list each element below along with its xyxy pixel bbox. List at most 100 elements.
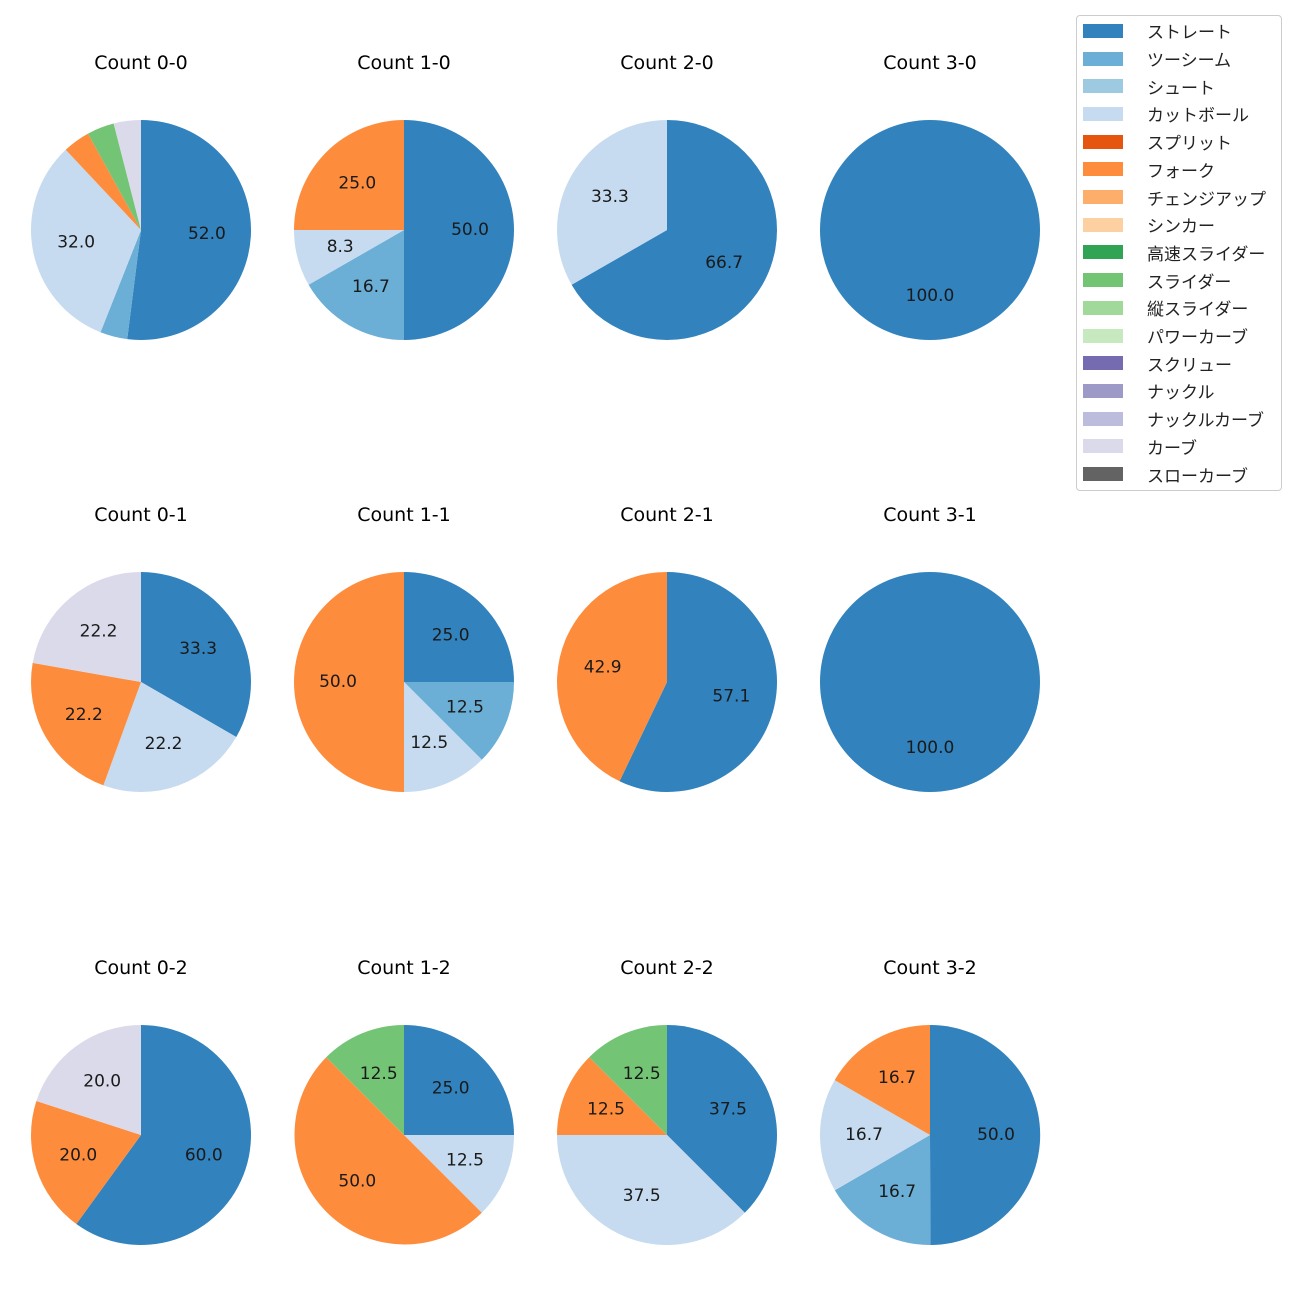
pie-title: Count 3-0 <box>883 52 977 74</box>
legend-swatch <box>1083 162 1123 177</box>
slice-label: 12.5 <box>410 733 448 753</box>
pie-title: Count 2-0 <box>620 52 714 74</box>
pie-2: Count 1-0 50.0 16.7 8.3 25.0 <box>294 52 514 340</box>
pie-slice <box>619 571 778 792</box>
pie-title: Count 1-2 <box>357 957 451 979</box>
slice-label: 12.5 <box>360 1064 398 1084</box>
pie-slice <box>404 572 514 682</box>
legend-swatch <box>1083 190 1123 205</box>
legend-label: カーブ <box>1147 438 1197 459</box>
pie-slice <box>404 682 514 760</box>
pie-title: Count 0-0 <box>94 52 188 74</box>
pie-slice <box>103 682 237 793</box>
pie-9: Count 0-2 60.0 20.0 20.0 <box>30 957 251 1246</box>
pie-slice <box>113 120 141 230</box>
legend-swatch <box>1083 245 1123 260</box>
slice-label: 16.7 <box>878 1068 916 1088</box>
slice-label: 100.0 <box>906 286 955 306</box>
legend-label: ツーシーム <box>1147 51 1232 72</box>
legend-item: パワーカーブ <box>1083 322 1248 350</box>
slice-label: 16.7 <box>845 1125 883 1145</box>
pie-title: Count 3-1 <box>883 504 977 526</box>
legend-swatch <box>1083 51 1123 66</box>
slice-label: 25.0 <box>432 625 470 645</box>
legend-item: ツーシーム <box>1083 45 1231 73</box>
legend-item: フォーク <box>1083 156 1215 184</box>
legend-swatch <box>1083 328 1123 343</box>
pie-slice <box>76 1025 251 1246</box>
legend-item: スプリット <box>1083 128 1232 156</box>
legend-item: シンカー <box>1083 211 1215 239</box>
pie-slice <box>30 149 141 333</box>
pie-title: Count 2-2 <box>620 957 714 979</box>
legend-swatch <box>1083 217 1123 232</box>
pie-slice <box>294 572 404 792</box>
slice-label: 50.0 <box>451 220 489 240</box>
slice-label: 22.2 <box>80 621 118 641</box>
legend-item: ナックルカーブ <box>1083 405 1264 433</box>
legend-item: カットボール <box>1083 100 1249 128</box>
pie-3: Count 2-0 66.7 33.3 <box>556 52 777 340</box>
slice-label: 20.0 <box>59 1145 97 1165</box>
pie-title: Count 1-0 <box>357 52 451 74</box>
pie-5: Count 0-1 33.3 22.2 22.2 22.2 <box>30 504 251 793</box>
legend-item: チェンジアップ <box>1083 183 1266 211</box>
pie-slice <box>326 1025 404 1135</box>
pie-title: Count 0-1 <box>94 504 188 526</box>
slice-label: 25.0 <box>338 173 376 193</box>
legend-item: ナックル <box>1083 377 1215 405</box>
pie-10: Count 1-2 25.0 12.5 50.0 12.5 <box>294 957 514 1245</box>
slice-label: 22.2 <box>65 705 103 725</box>
slice-label: 100.0 <box>906 738 955 758</box>
pie-8: Count 3-1 100.0 <box>820 504 1040 792</box>
legend-item: スローカーブ <box>1083 460 1248 488</box>
pie-slice <box>88 123 141 230</box>
legend-label: カットボール <box>1147 106 1249 127</box>
pie-slice <box>100 230 141 340</box>
slice-label: 25.0 <box>432 1078 470 1098</box>
legend-label: ナックルカーブ <box>1147 411 1264 432</box>
pie-slice <box>127 120 252 340</box>
legend-item: 高速スライダー <box>1083 239 1265 267</box>
pie-slice <box>557 1057 667 1135</box>
slice-label: 12.5 <box>587 1100 625 1120</box>
legend-item: シュート <box>1083 72 1215 100</box>
pie-slice <box>820 572 1040 792</box>
slice-label: 50.0 <box>338 1172 376 1192</box>
slice-label: 32.0 <box>57 232 95 252</box>
slice-label: 12.5 <box>446 1150 484 1170</box>
legend-label: 縦スライダー <box>1147 300 1249 321</box>
pie-title: Count 0-2 <box>94 957 188 979</box>
slice-label: 33.3 <box>591 187 629 207</box>
pie-title: Count 2-1 <box>620 504 714 526</box>
legend-swatch <box>1083 467 1123 482</box>
pie-slice <box>571 120 777 340</box>
legend-swatch <box>1083 300 1123 315</box>
pie-7: Count 2-1 57.1 42.9 <box>557 504 778 792</box>
pie-slice <box>308 230 404 340</box>
legend-label: スローカーブ <box>1147 466 1248 487</box>
pie-slice <box>667 1025 777 1213</box>
pie-slice <box>930 1024 1041 1245</box>
pie-slice <box>32 572 141 682</box>
slice-label: 60.0 <box>185 1145 223 1165</box>
pie-slice <box>36 1025 141 1135</box>
legend-swatch <box>1083 79 1123 94</box>
slice-label: 57.1 <box>712 687 750 707</box>
legend-item: 縦スライダー <box>1083 294 1248 322</box>
slice-label: 33.3 <box>179 639 217 659</box>
pie-slice <box>556 119 667 285</box>
slice-label: 50.0 <box>977 1125 1015 1145</box>
pie-slice <box>294 1057 482 1245</box>
pie-slice <box>294 230 404 285</box>
pie-12: Count 3-2 50.0 16.7 16.7 16.7 <box>819 957 1041 1246</box>
legend-label: スライダー <box>1147 272 1232 293</box>
pie-slice <box>65 133 141 230</box>
legend-label: スプリット <box>1147 134 1232 155</box>
pie-slice <box>557 572 667 782</box>
legend-swatch <box>1083 439 1123 454</box>
legend-label: シンカー <box>1147 217 1215 238</box>
chart-legend: ストレート ツーシーム シュート カットボール スプリット フォーク チェンジアップ シンカー… <box>1076 15 1282 491</box>
legend-swatch <box>1083 411 1123 426</box>
